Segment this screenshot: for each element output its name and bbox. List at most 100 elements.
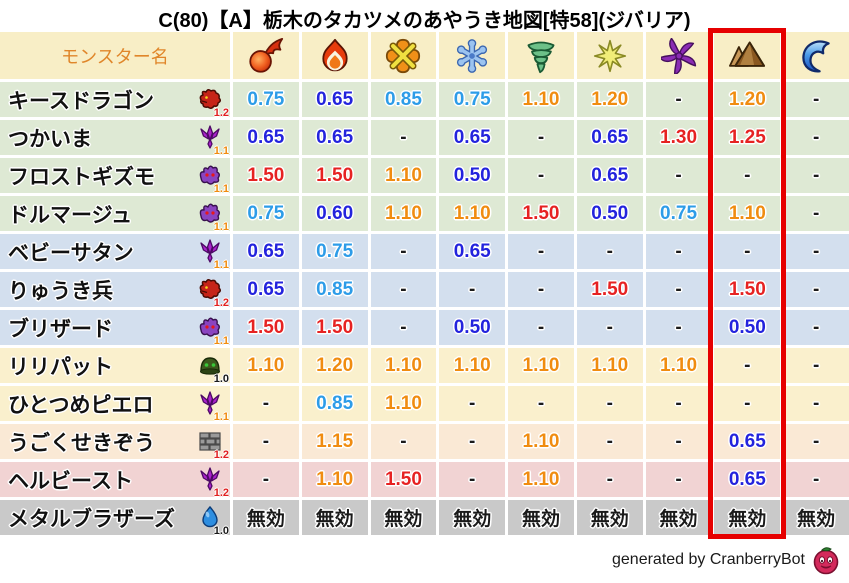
multiplier-cell: - [439,424,506,459]
multiplier-cell: 0.75 [645,196,712,231]
multiplier-value: - [400,126,407,148]
multiplier-cell: 0.75 [439,82,506,117]
multiplier-cell: 1.10 [370,196,437,231]
multiplier-value: - [744,354,751,376]
star-burst-icon [592,38,628,74]
multiplier-value: 1.50 [247,316,285,338]
monster-name-cell: ベビーサタン 1.1 [0,234,230,271]
family-icon-wrap: 1.2 [198,277,229,309]
multiplier-value: - [812,316,820,338]
multiplier-cell: 0.65 [439,120,506,155]
multiplier-value: 無効 [590,509,629,530]
multiplier-cell: - [370,310,437,345]
multiplier-value: 1.10 [522,354,560,376]
tornado-icon [523,38,559,74]
multiplier-value: - [262,430,270,452]
monster-name: りゅうき兵 [8,279,113,303]
multiplier-value: - [469,278,476,300]
multiplier-value: 0.85 [316,392,354,414]
credit-text: generated by CranberryBot [612,551,805,568]
multiplier-value: 1.50 [316,164,354,186]
multiplier-cell: 無効 [233,500,299,535]
multiplier-value: 1.20 [316,354,354,376]
multiplier-cell: - [714,158,781,193]
multiplier-cell: 1.50 [301,158,368,193]
multiplier-cell: - [576,462,643,497]
multiplier-value: - [812,392,820,414]
multiplier-cell: - [783,462,849,497]
multiplier-cell: 1.10 [439,196,506,231]
family-multiplier: 1.2 [213,106,229,119]
multiplier-cell: 1.10 [645,348,712,383]
multiplier-value: 0.75 [316,240,354,262]
multiplier-cell: 1.20 [301,348,368,383]
family-multiplier: 1.2 [213,296,229,309]
monster-name-cell: ヘルビースト 1.2 [0,462,230,499]
multiplier-cell: - [645,310,712,345]
element-column-header-star-burst [576,32,643,79]
family-multiplier: 1.1 [213,410,229,423]
multiplier-value: 無効 [453,509,492,530]
multiplier-value: 0.75 [453,88,491,110]
family-multiplier: 1.2 [213,486,229,499]
multiplier-value: - [537,164,545,186]
multiplier-value: - [675,468,682,490]
multiplier-value: 1.30 [660,126,698,148]
family-multiplier: 1.1 [213,182,229,195]
monster-name-cell: フロストギズモ 1.1 [0,158,230,195]
multiplier-value: 1.50 [591,278,629,300]
multiplier-cell: - [783,386,849,421]
multiplier-cell: - [714,348,781,383]
multiplier-cell: - [783,196,849,231]
multiplier-cell: 1.25 [714,120,781,155]
multiplier-cell: 0.65 [714,462,781,497]
family-icon-wrap: 1.2 [198,429,229,461]
multiplier-value: 0.75 [247,202,285,224]
multiplier-cell: - [233,386,299,421]
multiplier-cell: 0.65 [233,120,299,155]
multiplier-cell: - [645,158,712,193]
family-icon-wrap: 1.2 [198,87,229,119]
multiplier-value: - [812,240,820,262]
multiplier-cell: 無効 [508,500,574,535]
mountain-icon [729,38,766,74]
multiplier-value: 1.10 [384,392,422,414]
monster-name-cell: メタルブラザーズ 1.0 [0,500,230,537]
multiplier-value: - [744,164,751,186]
multiplier-value: - [400,430,407,452]
multiplier-cell: - [370,120,437,155]
multiplier-cell: - [783,120,849,155]
multiplier-value: 1.50 [728,278,766,300]
multiplier-value: 1.10 [453,354,491,376]
multiplier-value: 1.10 [453,202,491,224]
multiplier-cell: 0.85 [301,386,368,421]
multiplier-value: - [812,430,820,452]
multiplier-cell: - [783,272,849,307]
multiplier-cell: - [645,424,712,459]
family-multiplier: 1.0 [213,524,229,537]
trident-family-icon [198,238,226,263]
monster-name-cell: つかいま 1.1 [0,120,230,157]
multiplier-cell: - [783,234,849,269]
multiplier-cell: 1.10 [370,348,437,383]
family-icon-wrap: 1.1 [198,238,229,271]
trident-family-icon [198,390,226,415]
multiplier-cell: - [714,386,781,421]
multiplier-cell: 1.50 [576,272,643,307]
monster-name-cell: リリパット 1.0 [0,348,230,385]
multiplier-cell: 0.50 [714,310,781,345]
resistance-table: モンスター名 キースドラゴン 1.2 0.75 0.65 0.85 0.75 1.10 1.20… [0,28,849,539]
multiplier-cell: 0.65 [301,82,368,117]
multiplier-value: 無効 [521,509,560,530]
multiplier-value: - [469,392,476,414]
multiplier-value: - [606,392,613,414]
multiplier-cell: 無効 [783,500,849,535]
element-column-header-cross-burst [370,32,437,79]
family-multiplier: 1.1 [213,258,229,271]
multiplier-cell: - [508,158,574,193]
multiplier-cell: - [783,310,849,345]
multiplier-cell: 1.50 [233,158,299,193]
multiplier-value: 1.20 [728,88,766,110]
ghost-family-icon [198,315,226,339]
multiplier-cell: - [645,462,712,497]
